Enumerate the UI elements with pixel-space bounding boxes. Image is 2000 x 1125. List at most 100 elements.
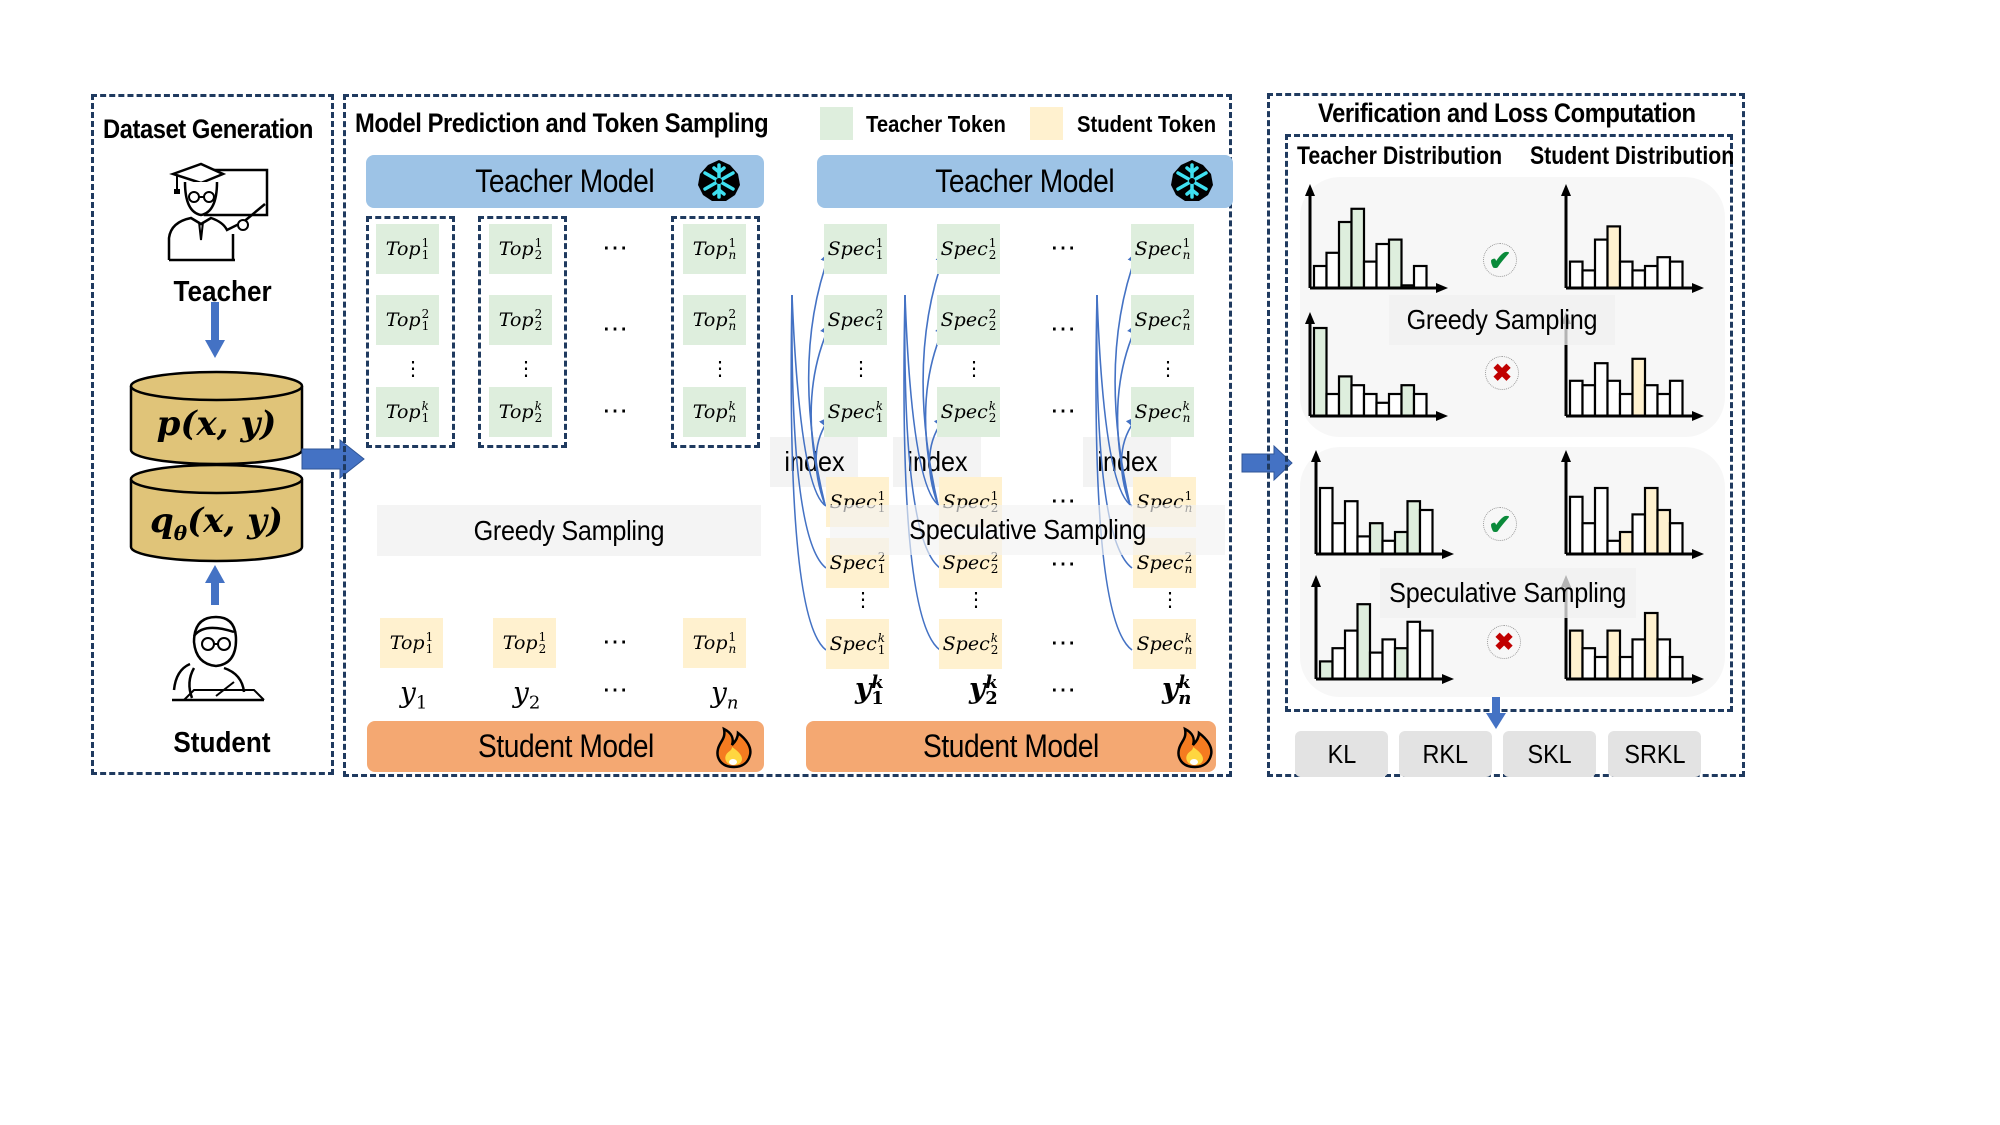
histogram-bar (1593, 362, 1609, 418)
token-sup: 1 (425, 630, 434, 644)
output-y-n: yn (711, 676, 738, 714)
teacher-distribution-label: Teacher Distribution (1297, 142, 1503, 170)
token-sub: 2 (990, 562, 999, 576)
student-label: Student (173, 727, 271, 759)
model-prediction-panel (343, 94, 1232, 777)
greedy-sampling-group-label-box: Greedy Sampling (1389, 295, 1615, 345)
histogram-bar (1337, 375, 1353, 418)
histogram-bar (1581, 522, 1597, 556)
histogram-bar (1668, 379, 1684, 418)
speculative-teacher-mismatch-histogram (1311, 575, 1454, 684)
token-base: Spec (1134, 238, 1182, 260)
histogram-bar (1356, 603, 1372, 681)
token-sub: n (728, 642, 737, 656)
student-person-icon (172, 615, 265, 702)
token-sup: 1 (421, 236, 430, 250)
histogram-bar (1606, 379, 1622, 418)
horizontal-ellipsis: ⋯ (1050, 232, 1078, 262)
histogram-bar (1406, 620, 1422, 681)
verification-title: Verification and Loss Computation (1318, 98, 1696, 128)
histogram-bar (1656, 256, 1672, 290)
token-sup: k (728, 399, 736, 413)
token-sub: n (1182, 411, 1191, 425)
token-sup: 2 (534, 307, 543, 321)
teacher-model-label: Teacher Model (475, 163, 655, 199)
histogram-bar (1656, 638, 1672, 681)
y-sub: 1 (415, 692, 428, 714)
histogram-bar (1568, 629, 1584, 681)
greedy-sampling-group-label: Greedy Sampling (1406, 304, 1598, 335)
token-base: Top (692, 309, 728, 331)
y-base: y (513, 676, 529, 709)
token-base: Spec (942, 552, 990, 574)
histogram-bar (1362, 392, 1378, 418)
token-sub: n (728, 319, 737, 333)
histogram-bar (1568, 495, 1584, 556)
histogram-bar (1618, 530, 1634, 556)
legend-teacher-token-swatch (820, 107, 853, 140)
histogram-bar (1343, 500, 1359, 556)
teacher-token-spec-2-1: Spec 1 2 (937, 224, 1000, 274)
speculative-student-match-histogram (1561, 450, 1704, 559)
speculative-sampling-label-box: Speculative Sampling (830, 505, 1225, 555)
histogram-bar (1418, 629, 1434, 681)
teacher-token-top-1-k: Top k 1 (376, 387, 439, 437)
teacher-token-top-2-2: Top 2 2 (489, 295, 552, 345)
histogram-bar (1631, 638, 1647, 681)
token-sup: 1 (538, 630, 547, 644)
histogram-bar (1668, 522, 1684, 556)
horizontal-ellipsis: ⋯ (1050, 395, 1078, 425)
speculative-sampling-group-label-box: Speculative Sampling (1380, 568, 1636, 618)
token-sup: 2 (875, 307, 884, 321)
histogram-bar (1343, 629, 1359, 681)
teacher-dataset-cylinder: p(x, y) (129, 370, 304, 466)
distribution-comparison-box (1285, 134, 1733, 712)
token-sup: k (988, 399, 996, 413)
histogram-bar (1581, 269, 1597, 290)
loss-kl-button[interactable]: KL (1295, 731, 1388, 777)
horizontal-ellipsis: ⋯ (602, 626, 630, 656)
token-sup: 1 (988, 236, 997, 250)
loss-rkl-button[interactable]: RKL (1399, 731, 1492, 777)
histogram-bar (1362, 260, 1378, 290)
token-sup: k (421, 399, 429, 413)
loss-srkl-button[interactable]: SRKL (1608, 731, 1701, 777)
teacher-token-top-n-k: Top k n (683, 387, 746, 437)
token-sub: 1 (875, 319, 884, 333)
student-token-spec-2-k: Spec k 2 (939, 619, 1002, 669)
token-sup: 1 (1184, 489, 1193, 503)
token-sup: k (534, 399, 542, 413)
histogram-bar (1368, 522, 1384, 556)
y-sup: k (1178, 671, 1191, 693)
token-sub: n (728, 411, 737, 425)
teacher-person-icon (167, 162, 269, 262)
horizontal-ellipsis: ⋯ (1050, 313, 1078, 343)
vertical-ellipsis: ⋮ (851, 358, 871, 380)
token-sup: 2 (877, 550, 886, 564)
token-sub: 1 (425, 642, 434, 656)
y-sub: 2 (985, 687, 998, 709)
histogram-bar (1618, 260, 1634, 290)
histogram-bar (1331, 647, 1347, 681)
student-token-spec-1-k: Spec k 1 (826, 619, 889, 669)
y-sub: 1 (871, 687, 884, 709)
token-sup: 1 (728, 236, 737, 250)
teacher-model-bar-greedy: Teacher Model (366, 155, 764, 208)
greedy-teacher-match-histogram (1305, 184, 1448, 293)
histogram-bar (1581, 647, 1597, 681)
dataset-generation-title: Dataset Generation (103, 114, 313, 144)
histogram-bar (1387, 392, 1403, 418)
formula-args: (x, y) (187, 501, 283, 541)
loss-rkl-label: RKL (1422, 738, 1469, 769)
teacher-model-label: Teacher Model (935, 163, 1115, 199)
histogram-bar (1368, 651, 1384, 681)
token-sub: 1 (875, 411, 884, 425)
token-sub: 1 (877, 562, 886, 576)
token-base: Spec (829, 552, 877, 574)
histogram-bar (1643, 611, 1659, 681)
horizontal-ellipsis: ⋯ (1050, 674, 1078, 704)
loss-skl-button[interactable]: SKL (1503, 731, 1596, 777)
token-base: Top (385, 401, 421, 423)
token-sup: k (1182, 399, 1190, 413)
